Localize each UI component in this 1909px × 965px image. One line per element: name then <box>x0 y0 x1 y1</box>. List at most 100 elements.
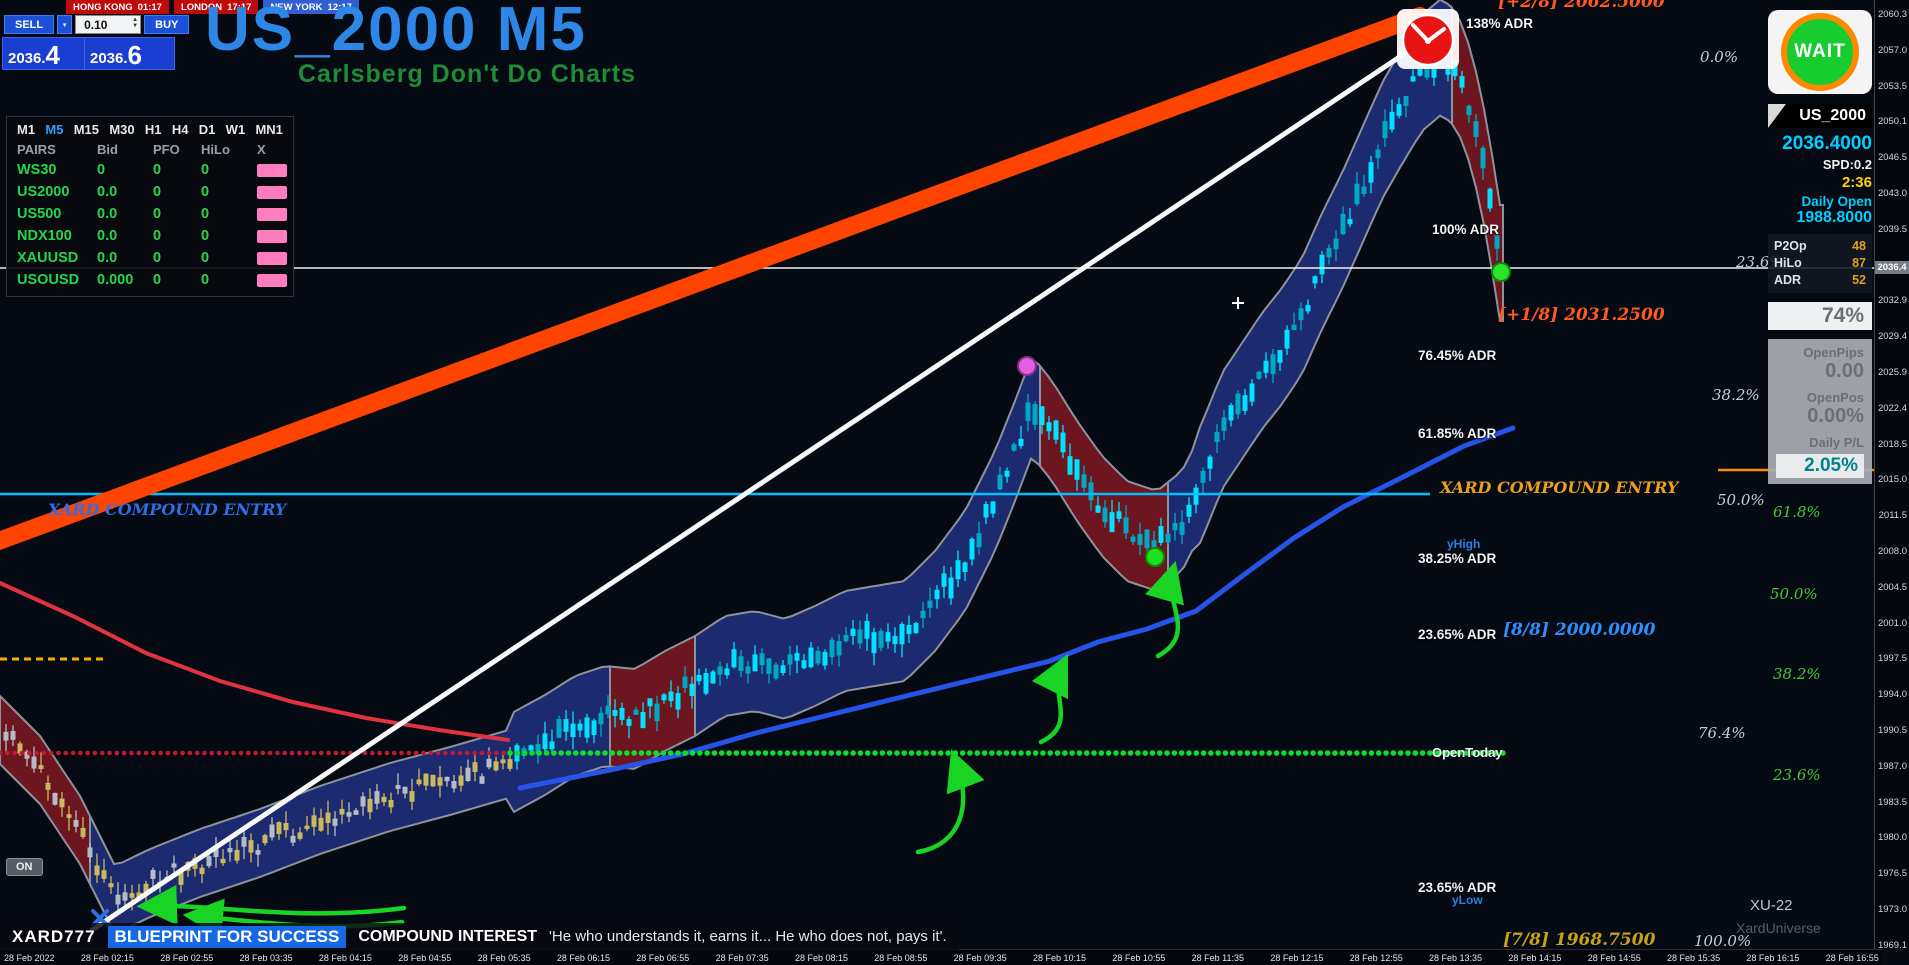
compound-entry-label-right: XARD COMPOUND ENTRY <box>1440 478 1679 497</box>
stats-box: P2Op 48 HiLo 87 ADR 52 <box>1768 234 1872 293</box>
time-axis-label: 28 Feb 02:55 <box>160 952 214 963</box>
stat-row: HiLo 87 <box>1774 255 1866 272</box>
price-tick: 1997.5 <box>1877 653 1907 665</box>
daily-pl-label: Daily P/L <box>1809 435 1864 450</box>
ask-frac: 6 <box>127 40 143 71</box>
time-axis-label: 28 Feb 13:35 <box>1429 952 1483 963</box>
pair-name: NDX100 <box>17 228 72 244</box>
market-watch-row[interactable]: USOUSD 0.000 0 0 <box>7 269 293 291</box>
blue-ma-line <box>517 425 1516 791</box>
range-side-label: yLow <box>1452 893 1483 907</box>
price-axis[interactable]: 2060.3 2057.0 2053.5 2050.1 2046.5 2043.0 2039… <box>1874 0 1909 951</box>
market-watch-row[interactable]: XAUUSD 0.0 0 0 <box>7 247 293 269</box>
bid-price-display: 2036. 4 <box>2 37 93 70</box>
market-watch-row[interactable]: WS30 0 0 0 <box>7 159 293 181</box>
market-watch-row[interactable]: NDX100 0.0 0 0 <box>7 225 293 247</box>
market-watch-header: PAIRS Bid PFO HiLo X <box>7 140 293 159</box>
white-trend-line[interactable] <box>89 35 1431 933</box>
current-dot <box>1491 262 1511 282</box>
sell-button[interactable]: SELL <box>4 15 55 34</box>
adr-label: 100% ADR <box>1432 222 1500 237</box>
lot-decrease-icon[interactable]: ▼ <box>132 23 139 29</box>
price-tick: 2029.4 <box>1877 331 1907 343</box>
time-axis-label: 28 Feb 05:35 <box>477 952 531 963</box>
dashboard-panel: WAIT US_2000 2036.4000 SPD:0.2 2:36 Dail… <box>1768 10 1872 484</box>
timeframe-d1[interactable]: D1 <box>198 122 216 137</box>
time-axis-label: 28 Feb 16:15 <box>1746 952 1800 963</box>
timeframe-mn1[interactable]: MN1 <box>255 122 283 137</box>
lot-size-input[interactable]: 0.10 ▲ ▼ <box>75 15 142 34</box>
timeframe-selector: M1 M5 M15 M30 H1 H4 D1 W1 MN1 <box>7 119 293 140</box>
price-tick: 2015.0 <box>1877 474 1907 486</box>
watermark: XardUniverse <box>1736 920 1821 936</box>
time-axis[interactable]: 28 Feb 2022 28 Feb 02:15 28 Feb 02:55 28 Fe… <box>0 949 1883 965</box>
time-axis-label: 28 Feb 11:35 <box>1191 952 1245 963</box>
stat-row: P2Op 48 <box>1774 238 1866 255</box>
pair-hilo: 0 <box>201 162 210 178</box>
timeframe-h4[interactable]: H4 <box>171 122 189 137</box>
price-tick: 2053.5 <box>1877 80 1907 92</box>
stat-value: 52 <box>1852 273 1866 287</box>
timeframe-m30[interactable]: M30 <box>109 122 135 137</box>
position-box: OpenPips 0.00 OpenPos 0.00% Daily P/L 2.… <box>1768 339 1872 484</box>
ask-price-display: 2036. 6 <box>84 37 175 70</box>
fib-label-green: 50.0% <box>1770 585 1818 603</box>
price-tick: 2032.9 <box>1877 295 1907 307</box>
murrey-level-label: [+2/8] 2062.5000 <box>1498 0 1665 12</box>
status-badge[interactable]: WAIT <box>1781 13 1859 91</box>
adr-label: 76.45% ADR <box>1418 348 1497 363</box>
pair-x-badge <box>257 207 287 221</box>
price-tick: 2039.5 <box>1877 223 1907 235</box>
price-tick: 2046.5 <box>1877 152 1907 164</box>
price-tick: 2043.0 <box>1877 188 1907 199</box>
range-side-label: yHigh <box>1447 537 1481 551</box>
pair-bid: 0.0 <box>97 250 118 266</box>
pair-bid: 0.0 <box>97 184 118 200</box>
stat-value: 48 <box>1852 239 1866 253</box>
timeframe-m5[interactable]: M5 <box>45 122 64 137</box>
time-axis-label: 28 Feb 10:15 <box>1032 952 1087 963</box>
status-card: WAIT <box>1768 10 1872 94</box>
time-axis-label: 28 Feb 08:55 <box>874 952 928 963</box>
pair-name: US2000 <box>17 184 70 200</box>
current-price-tag: 2036.4 <box>1875 261 1909 274</box>
quote-text: 'He who understands it, earns it... He w… <box>549 928 947 945</box>
time-axis-label: 28 Feb 06:55 <box>636 952 690 963</box>
column-header: Bid <box>97 142 118 157</box>
orange-trend-line[interactable] <box>0 7 1429 551</box>
pair-hilo: 0 <box>201 272 210 288</box>
timeframe-m1[interactable]: M1 <box>17 122 36 137</box>
brand-name: XARD777 <box>12 926 96 946</box>
on-toggle-button[interactable]: ON <box>6 858 43 876</box>
market-watch-row[interactable]: US2000 0.0 0 0 <box>7 181 293 203</box>
pair-name: WS30 <box>17 162 57 178</box>
session-time: 17:17 <box>227 1 252 13</box>
timeframe-w1[interactable]: W1 <box>225 122 246 137</box>
sell-caret-icon[interactable]: ▾ <box>57 15 73 34</box>
session-city: HONG KONG <box>73 1 133 13</box>
session-time: 01:17 <box>137 1 162 13</box>
timeframe-m15[interactable]: M15 <box>73 122 100 137</box>
daily-open-label: Daily Open <box>1801 194 1872 209</box>
quote-bar: XARD777 BLUEPRINT FOR SUCCESS COMPOUND I… <box>0 923 959 950</box>
x-marker-icon <box>91 909 109 927</box>
time-axis-label: 28 Feb 07:35 <box>715 952 769 963</box>
lot-size-value: 0.10 <box>84 17 108 32</box>
candle-timer: 2:36 <box>1841 174 1872 191</box>
market-watch-panel: M1 M5 M15 M30 H1 H4 D1 W1 MN1 PAIRS Bid PFO HiLo X W… <box>6 116 294 297</box>
price-tick: 2018.5 <box>1877 438 1907 450</box>
lot-increase-icon[interactable]: ▲ <box>132 17 139 23</box>
daily-open-value: 1988.8000 <box>1796 209 1872 226</box>
timeframe-h1[interactable]: H1 <box>144 122 162 137</box>
order-entry-row: SELL ▾ 0.10 ▲ ▼ BUY <box>4 15 190 34</box>
adr-label: 138% ADR <box>1466 16 1534 31</box>
price-tick: 1994.0 <box>1877 689 1907 701</box>
market-watch-row[interactable]: US500 0.0 0 0 <box>7 203 293 225</box>
pair-x-badge <box>257 251 287 265</box>
time-axis-label: 28 Feb 12:15 <box>1270 952 1324 963</box>
time-axis-label: 28 Feb 06:15 <box>556 952 610 963</box>
buy-button[interactable]: BUY <box>144 15 190 34</box>
price-tick: 1973.0 <box>1877 904 1907 915</box>
pair-x-badge <box>257 273 287 287</box>
